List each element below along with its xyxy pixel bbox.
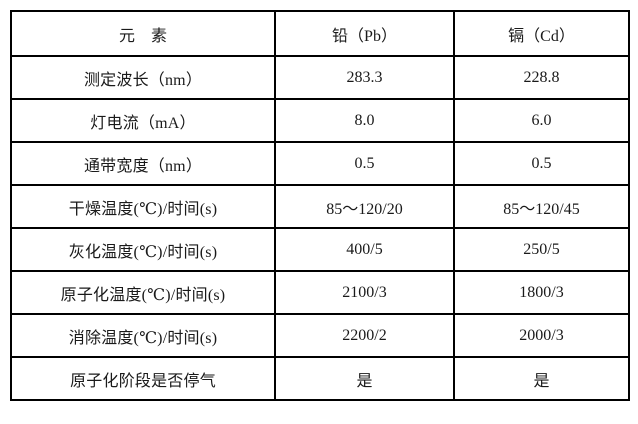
row-value-lead: 是 — [274, 356, 455, 401]
header-cell-lead: 铅（Pb） — [274, 10, 455, 57]
row-value-cadmium: 1800/3 — [453, 270, 630, 315]
instrument-parameters-table: 元 素 铅（Pb） 镉（Cd） 测定波长（nm） 283.3 228.8 灯电流… — [10, 10, 630, 401]
table-row: 原子化阶段是否停气 是 是 — [10, 356, 630, 401]
row-label: 灰化温度(℃)/时间(s) — [10, 227, 276, 272]
row-label: 通带宽度（nm） — [10, 141, 276, 186]
table-row: 灰化温度(℃)/时间(s) 400/5 250/5 — [10, 227, 630, 272]
row-value-lead: 2100/3 — [274, 270, 455, 315]
row-value-cadmium: 6.0 — [453, 98, 630, 143]
header-cell-cadmium: 镉（Cd） — [453, 10, 630, 57]
row-value-cadmium: 2000/3 — [453, 313, 630, 358]
table-row: 灯电流（mA） 8.0 6.0 — [10, 98, 630, 143]
table-row: 通带宽度（nm） 0.5 0.5 — [10, 141, 630, 186]
row-value-lead: 0.5 — [274, 141, 455, 186]
table-header: 元 素 铅（Pb） 镉（Cd） — [10, 10, 630, 57]
row-value-lead: 400/5 — [274, 227, 455, 272]
row-value-cadmium: 250/5 — [453, 227, 630, 272]
row-value-cadmium: 0.5 — [453, 141, 630, 186]
table-row: 测定波长（nm） 283.3 228.8 — [10, 55, 630, 100]
row-label: 灯电流（mA） — [10, 98, 276, 143]
row-value-lead: 8.0 — [274, 98, 455, 143]
table-row: 消除温度(℃)/时间(s) 2200/2 2000/3 — [10, 313, 630, 358]
row-value-cadmium: 85～120/45 — [453, 184, 630, 229]
row-value-cadmium: 是 — [453, 356, 630, 401]
row-label: 消除温度(℃)/时间(s) — [10, 313, 276, 358]
table-row: 干燥温度(℃)/时间(s) 85～120/20 85～120/45 — [10, 184, 630, 229]
row-value-lead: 283.3 — [274, 55, 455, 100]
row-label: 测定波长（nm） — [10, 55, 276, 100]
header-cell-element: 元 素 — [10, 10, 276, 57]
row-label: 干燥温度(℃)/时间(s) — [10, 184, 276, 229]
table-body: 测定波长（nm） 283.3 228.8 灯电流（mA） 8.0 6.0 通带宽… — [10, 55, 630, 401]
row-label: 原子化温度(℃)/时间(s) — [10, 270, 276, 315]
row-value-cadmium: 228.8 — [453, 55, 630, 100]
row-label: 原子化阶段是否停气 — [10, 356, 276, 401]
row-value-lead: 2200/2 — [274, 313, 455, 358]
row-value-lead: 85～120/20 — [274, 184, 455, 229]
table-header-row: 元 素 铅（Pb） 镉（Cd） — [10, 10, 630, 57]
table-row: 原子化温度(℃)/时间(s) 2100/3 1800/3 — [10, 270, 630, 315]
